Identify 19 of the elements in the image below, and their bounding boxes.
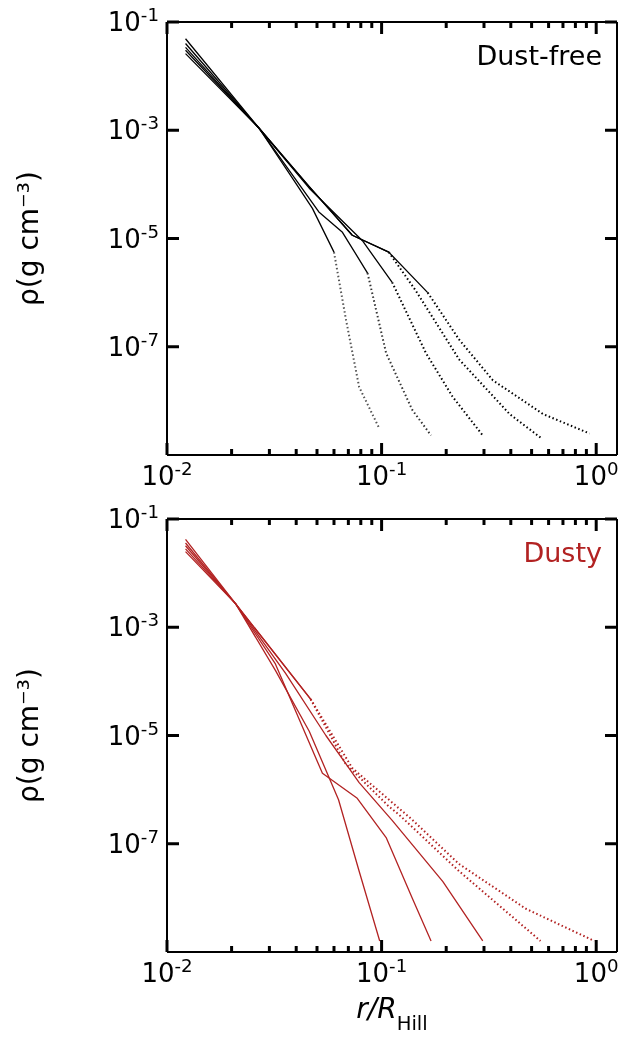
y-axis-title: ρ(g cm⁻³) [12, 668, 45, 803]
y-axis-title: ρ(g cm⁻³) [12, 171, 45, 306]
y-tick-label: 10$^{-7}$ [107, 328, 159, 362]
x-tick-label: 10$^{-1}$ [355, 457, 408, 491]
x-axis-title: r/R$_{Hill}$ [356, 992, 428, 1035]
y-tick-label: 10$^{-7}$ [107, 825, 159, 859]
x-tick-label: 10$^{-2}$ [141, 954, 193, 988]
x-tick-label: 10$^{0}$ [573, 457, 619, 491]
x-tick-label: 10$^{-2}$ [141, 457, 193, 491]
y-tick-label: 10$^{-1}$ [107, 3, 159, 37]
x-tick-label: 10$^{0}$ [573, 954, 619, 988]
y-tick-label: 10$^{-3}$ [107, 608, 159, 643]
annotation: Dust-free [476, 40, 602, 71]
y-tick-label: 10$^{-3}$ [107, 111, 159, 146]
x-tick-label: 10$^{-1}$ [355, 954, 408, 988]
y-tick-label: 10$^{-5}$ [107, 220, 159, 254]
y-tick-label: 10$^{-1}$ [107, 500, 159, 534]
y-tick-label: 10$^{-5}$ [107, 717, 159, 751]
annotation: Dusty [523, 537, 602, 568]
